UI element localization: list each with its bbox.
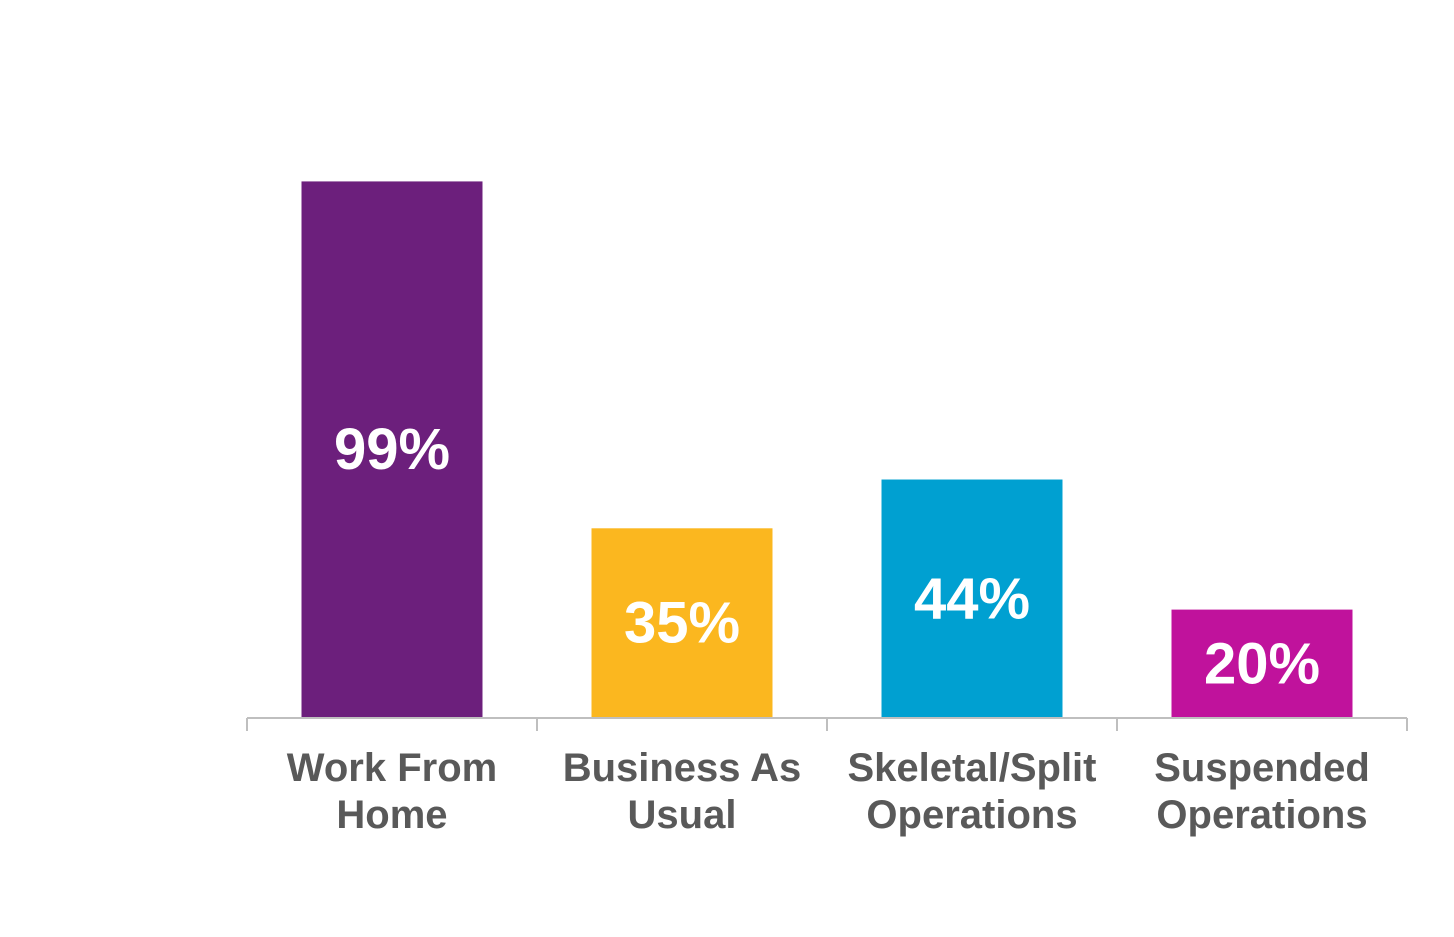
category-label-4-line-1: Suspended (1154, 746, 1370, 790)
category-label-2-line-2: Usual (628, 793, 737, 837)
category-label-1-line-2: Home (336, 793, 447, 837)
category-label-3-line-1: Skeletal/Split (848, 746, 1097, 790)
data-label-3: 44% (914, 566, 1030, 631)
data-label-4: 20% (1204, 631, 1320, 696)
category-label-1-line-1: Work From (287, 746, 497, 790)
category-label-4-line-2: Operations (1156, 793, 1367, 837)
category-label-2-line-1: Business As (563, 746, 802, 790)
bar-2 (591, 528, 773, 718)
bar-1 (301, 181, 483, 719)
data-label-2: 35% (624, 591, 740, 656)
bars-layer (301, 181, 1353, 719)
bar-3 (881, 479, 1063, 718)
data-label-1: 99% (334, 417, 450, 482)
category-label-3-line-2: Operations (866, 793, 1077, 837)
bar-4 (1171, 609, 1353, 718)
data-labels: 99% 35% 44% 20% (334, 417, 1320, 696)
x-axis (246, 717, 1408, 731)
